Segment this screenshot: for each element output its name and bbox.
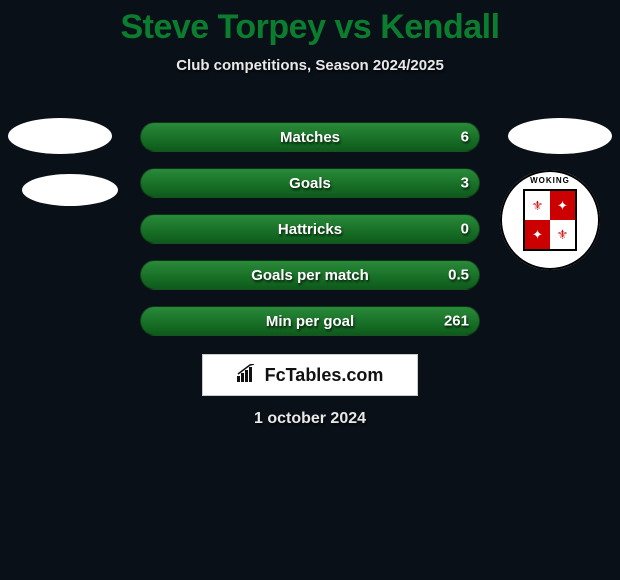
player2-club-badge-1 bbox=[508, 118, 612, 154]
player1-club-badge-2 bbox=[22, 174, 118, 206]
stat-bar-min-per-goal: Min per goal 261 bbox=[140, 306, 480, 336]
stat-bar-matches: Matches 6 bbox=[140, 122, 480, 152]
stats-bars: Matches 6 Goals 3 Hattricks 0 Goals per … bbox=[140, 122, 480, 352]
stat-bar-goals-per-match: Goals per match 0.5 bbox=[140, 260, 480, 290]
stat-bar-hattricks: Hattricks 0 bbox=[140, 214, 480, 244]
stat-label: Hattricks bbox=[278, 221, 342, 238]
stat-bar-goals: Goals 3 bbox=[140, 168, 480, 198]
stat-label: Min per goal bbox=[266, 313, 354, 330]
crest-quadrant: ⚜ bbox=[550, 220, 575, 249]
stat-label: Matches bbox=[280, 129, 340, 146]
player1-name: Steve Torpey bbox=[120, 8, 325, 46]
vs-text: vs bbox=[334, 8, 371, 46]
page-title: Steve Torpey vs Kendall bbox=[0, 0, 620, 47]
stat-value-right: 261 bbox=[444, 313, 469, 330]
date-text: 1 october 2024 bbox=[0, 410, 620, 428]
player2-name: Kendall bbox=[380, 8, 499, 46]
crest-quadrant: ✦ bbox=[550, 191, 575, 220]
crest-club-name: WOKING bbox=[502, 176, 598, 185]
brand-name: FcTables.com bbox=[265, 365, 384, 386]
crest-quadrant: ⚜ bbox=[525, 191, 550, 220]
stat-value-right: 6 bbox=[461, 129, 469, 146]
brand-box[interactable]: FcTables.com bbox=[202, 354, 418, 396]
crest-quadrant: ✦ bbox=[525, 220, 550, 249]
stat-label: Goals bbox=[289, 175, 331, 192]
stat-label: Goals per match bbox=[251, 267, 369, 284]
woking-crest: WOKING ⚜ ✦ ✦ ⚜ bbox=[500, 170, 600, 270]
stat-value-right: 0 bbox=[461, 221, 469, 238]
stat-value-right: 0.5 bbox=[448, 267, 469, 284]
brand-chart-icon bbox=[237, 364, 259, 387]
stat-value-right: 3 bbox=[461, 175, 469, 192]
crest-shield: ⚜ ✦ ✦ ⚜ bbox=[523, 189, 577, 251]
subtitle: Club competitions, Season 2024/2025 bbox=[0, 57, 620, 74]
player2-club-badge-2: WOKING ⚜ ✦ ✦ ⚜ bbox=[500, 170, 600, 270]
player1-club-badge-1 bbox=[8, 118, 112, 154]
